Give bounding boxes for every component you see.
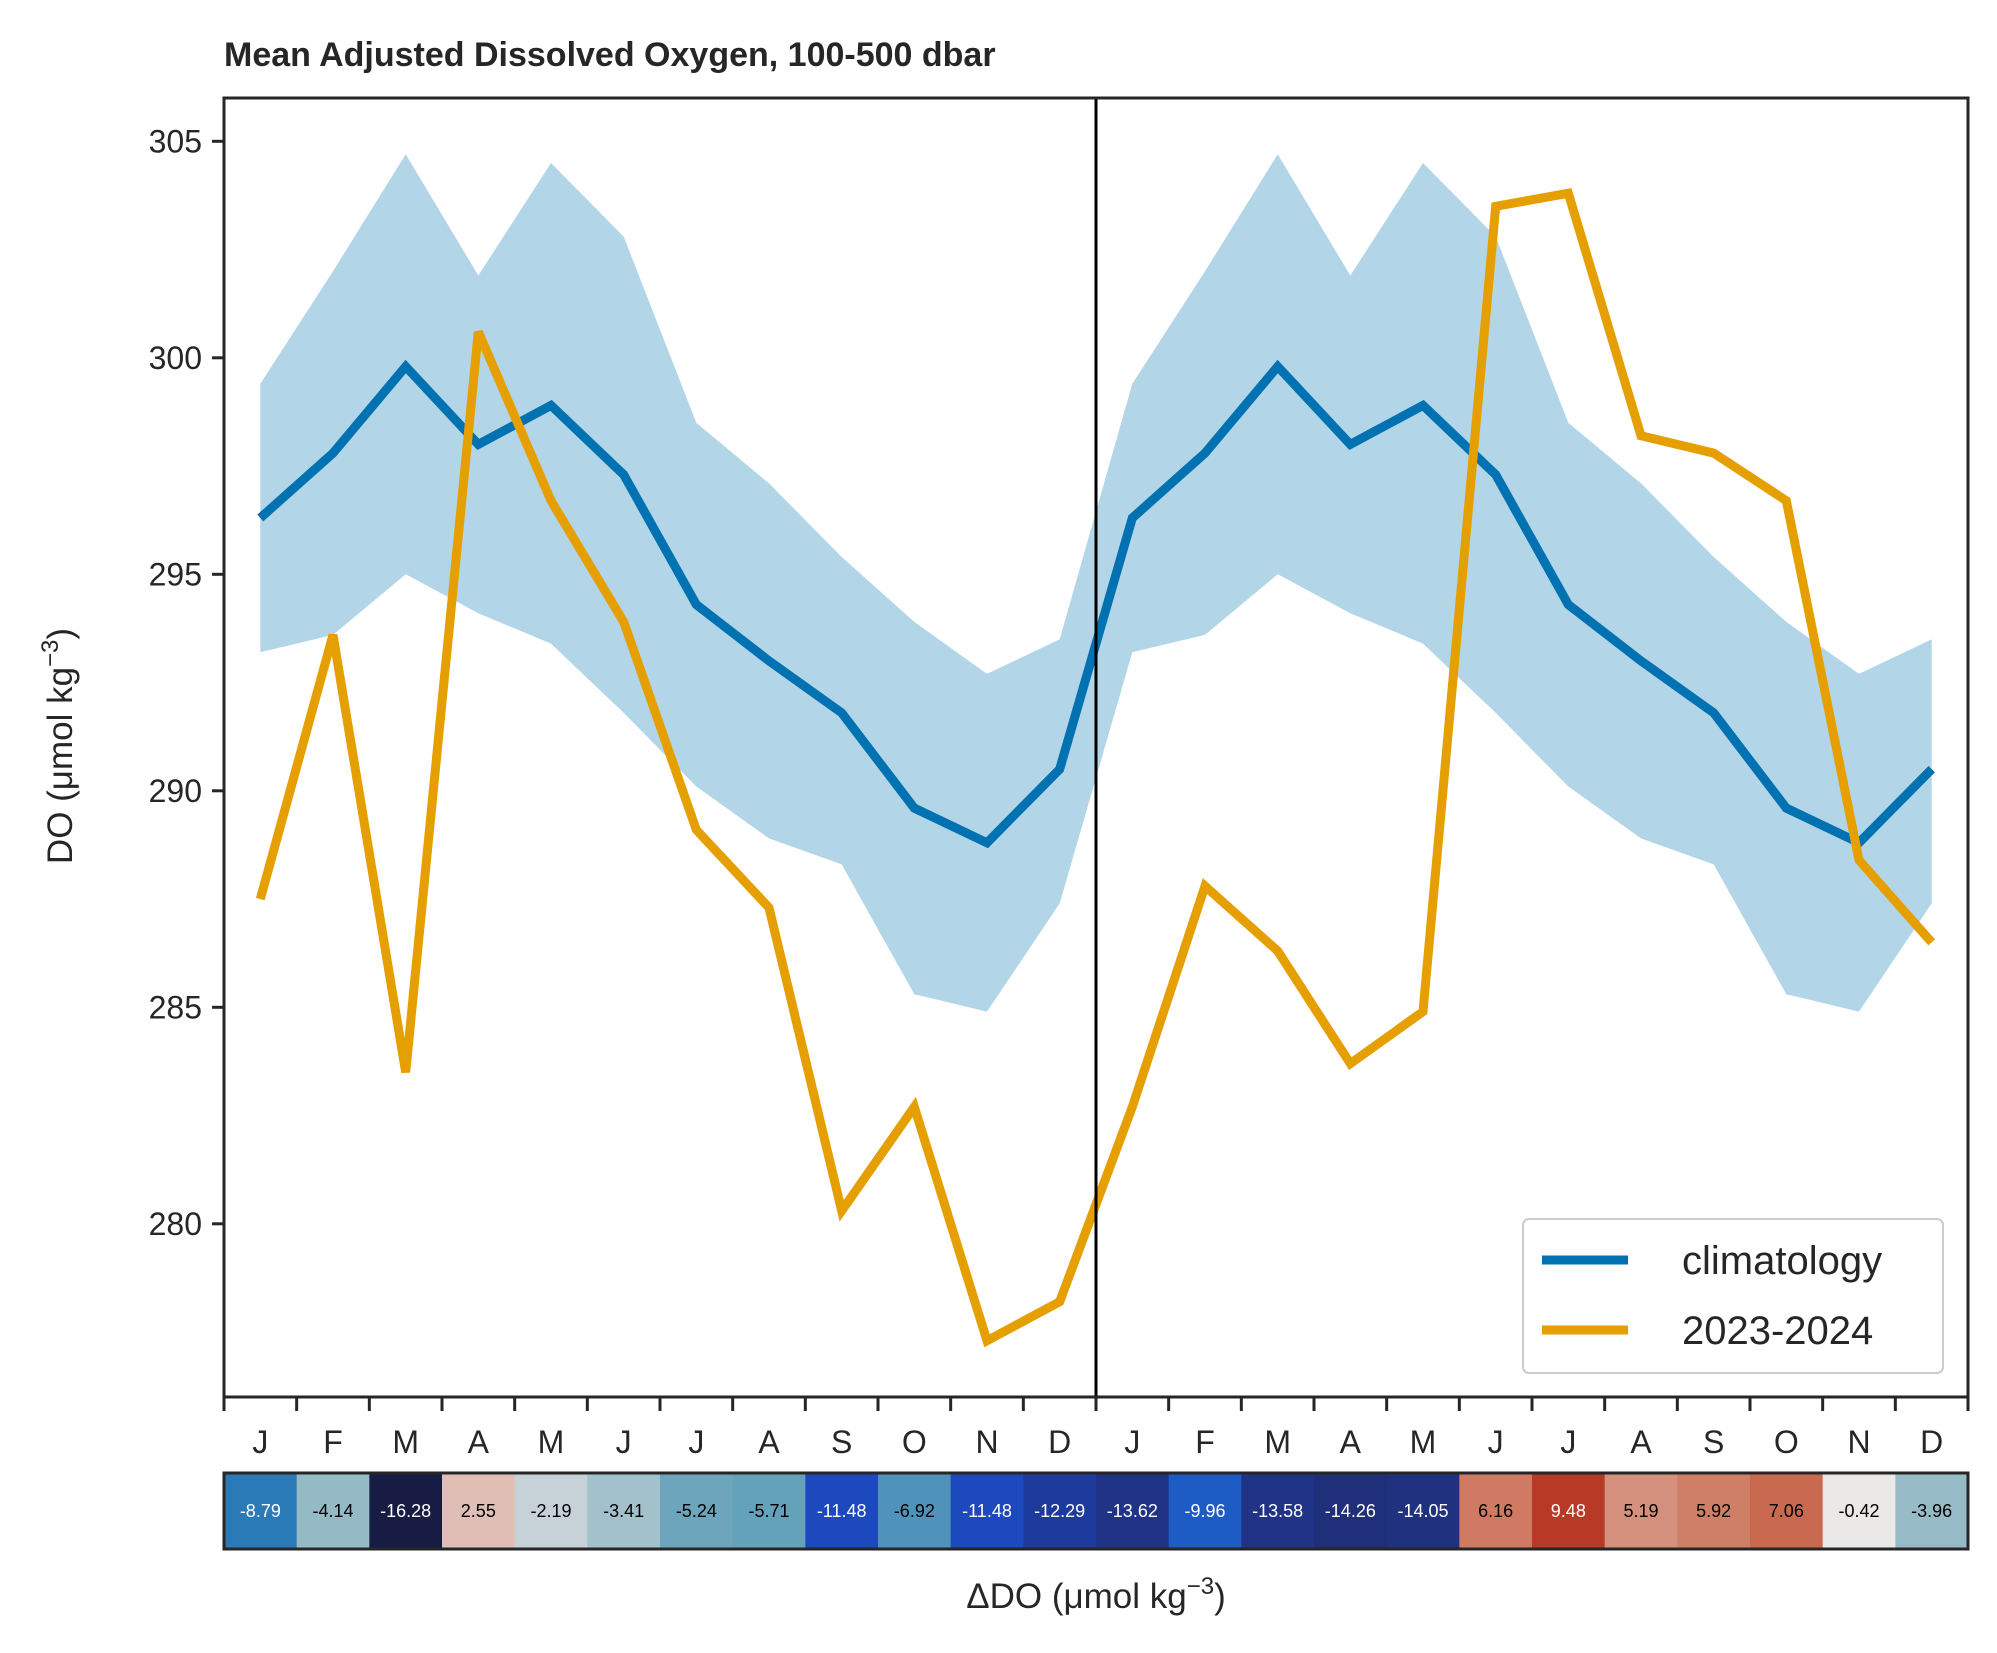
delta-cell (1677, 1473, 1751, 1549)
x-tick-label-month: J (616, 1424, 632, 1460)
delta-cell (1750, 1473, 1824, 1549)
x-tick-label-month: A (758, 1424, 780, 1460)
delta-cell-label: 2.55 (461, 1501, 496, 1521)
delta-cell (1096, 1473, 1170, 1549)
delta-cell (878, 1473, 952, 1549)
x-tick-label-month: F (323, 1424, 343, 1460)
chart-title: Mean Adjusted Dissolved Oxygen, 100-500 … (224, 36, 996, 74)
y-tick-label: 285 (149, 989, 202, 1025)
delta-cell-label: -16.28 (380, 1501, 431, 1521)
x-tick-label-month: D (1920, 1424, 1943, 1460)
delta-cell (587, 1473, 661, 1549)
delta-cell-label: -3.96 (1911, 1501, 1952, 1521)
delta-cell-label: 5.92 (1696, 1501, 1731, 1521)
delta-cell (950, 1473, 1024, 1549)
x-tick-label-month: S (831, 1424, 852, 1460)
x-tick-label-month: J (1488, 1424, 1504, 1460)
delta-cell (1459, 1473, 1533, 1549)
delta-cell-label: -14.05 (1397, 1501, 1448, 1521)
delta-cell (1168, 1473, 1242, 1549)
delta-cell (1604, 1473, 1678, 1549)
delta-cell-label: -13.62 (1107, 1501, 1158, 1521)
delta-do-axis-label: ΔDO (μmol kg−3) (966, 1573, 1226, 1616)
delta-cell (1241, 1473, 1315, 1549)
delta-cell-label: -8.79 (240, 1501, 281, 1521)
delta-cell-label: 5.19 (1623, 1501, 1658, 1521)
y-tick-label: 305 (149, 123, 202, 159)
delta-cell-label: 9.48 (1551, 1501, 1586, 1521)
x-tick-label-month: A (1630, 1424, 1652, 1460)
delta-cell (514, 1473, 588, 1549)
delta-cell (660, 1473, 734, 1549)
delta-cell (442, 1473, 516, 1549)
x-tick-label-month: M (538, 1424, 565, 1460)
delta-cell-label: -12.29 (1034, 1501, 1085, 1521)
delta-cell-label: 6.16 (1478, 1501, 1513, 1521)
y-axis: 280 285 290 295 300 305 (149, 123, 224, 1242)
delta-cell (805, 1473, 879, 1549)
delta-cell (732, 1473, 806, 1549)
delta-cell-label: -5.71 (748, 1501, 789, 1521)
delta-cell-label: -3.41 (603, 1501, 644, 1521)
x-tick-label-month: O (1774, 1424, 1799, 1460)
delta-cell (369, 1473, 443, 1549)
x-tick-label-month: N (975, 1424, 998, 1460)
x-tick-label-month: S (1703, 1424, 1724, 1460)
delta-cell (1314, 1473, 1388, 1549)
delta-cell-label: -14.26 (1325, 1501, 1376, 1521)
x-tick-label-month: J (1560, 1424, 1576, 1460)
delta-cell (296, 1473, 370, 1549)
delta-cell-label: -11.48 (962, 1501, 1012, 1521)
y-axis-label: DO (μmol kg−3) (37, 628, 80, 864)
x-tick-label-month: A (1340, 1424, 1362, 1460)
delta-cell-label: -5.24 (676, 1501, 717, 1521)
delta-cell (1532, 1473, 1606, 1549)
y-tick-label: 280 (149, 1206, 202, 1242)
x-tick-label-month: N (1847, 1424, 1870, 1460)
x-tick-label-month: D (1048, 1424, 1071, 1460)
y-tick-label: 295 (149, 556, 202, 592)
x-tick-label-month: A (468, 1424, 490, 1460)
y-tick-label: 300 (149, 340, 202, 376)
delta-cell (1895, 1473, 1969, 1549)
x-tick-label-month: J (688, 1424, 704, 1460)
delta-cell-label: -0.42 (1838, 1501, 1879, 1521)
delta-cell-label: -13.58 (1252, 1501, 1303, 1521)
delta-strip-frame (222, 1471, 1970, 1551)
delta-cell (1023, 1473, 1097, 1549)
y-tick-label: 290 (149, 773, 202, 809)
x-tick-label-month: M (1410, 1424, 1437, 1460)
delta-cell-label: -2.19 (530, 1501, 571, 1521)
legend-label-climatology: climatology (1682, 1239, 1882, 1283)
delta-cell (1386, 1473, 1460, 1549)
delta-cell-label: -9.96 (1184, 1501, 1225, 1521)
delta-cell-label: -11.48 (817, 1501, 867, 1521)
delta-cell (224, 1473, 298, 1549)
x-tick-label-month: M (1264, 1424, 1291, 1460)
legend-label-2023-2024: 2023-2024 (1682, 1309, 1873, 1353)
delta-cell-label: -6.92 (894, 1501, 935, 1521)
x-tick-label-month: F (1195, 1424, 1215, 1460)
x-tick-label-month: J (1124, 1424, 1140, 1460)
x-tick-label-month: M (392, 1424, 419, 1460)
legend: climatology 2023-2024 (1522, 1218, 1944, 1374)
delta-cell (1822, 1473, 1896, 1549)
x-tick-label-month: O (902, 1424, 927, 1460)
plot-area (222, 96, 1970, 1399)
delta-cell-label: 7.06 (1769, 1501, 1804, 1521)
delta-do-strip: -8.79 -4.14 -16.28 2.55 -2.19 -3.41 -5.24 -5.71… (222, 1471, 1970, 1551)
delta-cell-label: -4.14 (312, 1501, 353, 1521)
x-tick-label-month: J (252, 1424, 268, 1460)
